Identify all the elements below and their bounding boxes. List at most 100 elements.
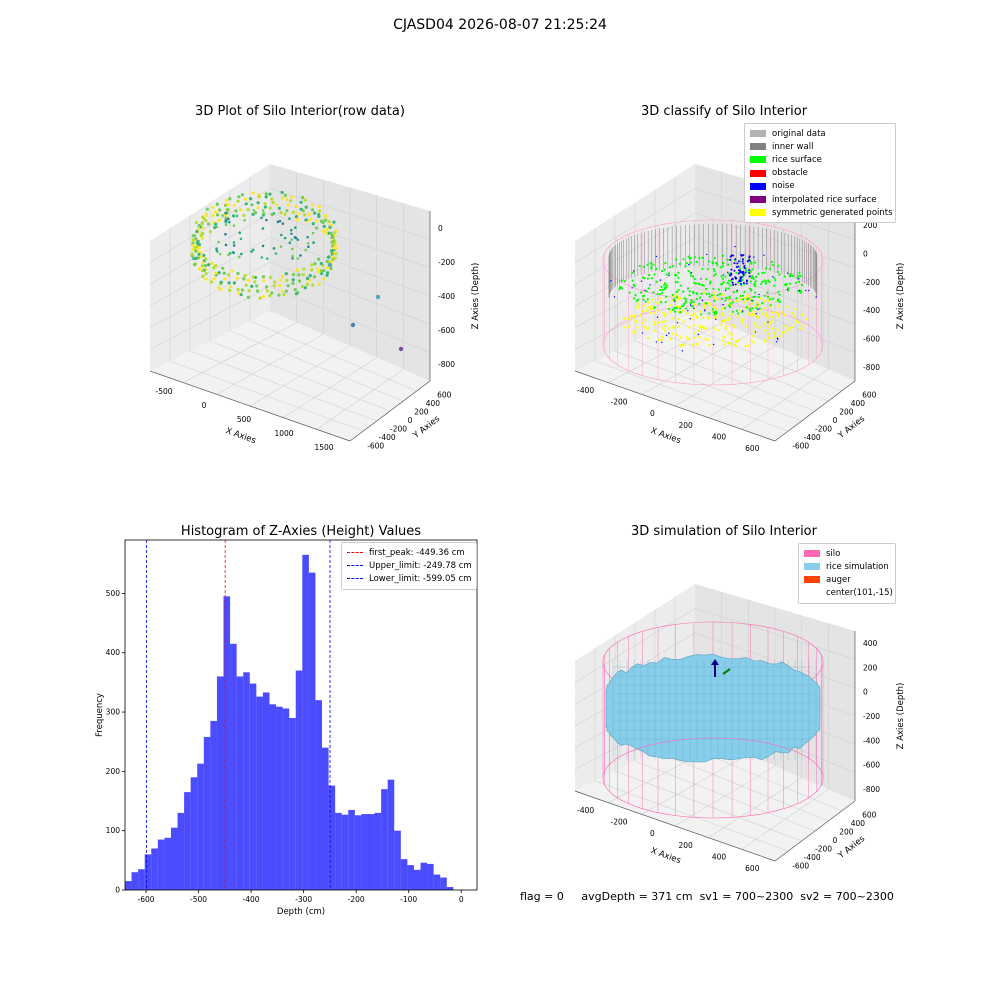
scatter-point bbox=[756, 303, 759, 306]
scatter-point bbox=[197, 245, 201, 250]
scatter-point bbox=[250, 203, 254, 207]
scatter-point bbox=[754, 331, 757, 333]
scatter-point bbox=[751, 307, 754, 310]
scatter-point bbox=[278, 283, 282, 288]
scatter-point bbox=[232, 203, 236, 208]
histogram-bar bbox=[230, 643, 237, 890]
scatter-point bbox=[738, 267, 742, 270]
scatter-point bbox=[704, 301, 707, 305]
scatter-point bbox=[698, 335, 701, 339]
scatter-point bbox=[646, 328, 649, 331]
scatter-point bbox=[719, 293, 722, 296]
scatter-point bbox=[690, 271, 692, 274]
scatter-point bbox=[618, 288, 621, 291]
scatter-point bbox=[294, 226, 297, 229]
scatter-point bbox=[228, 288, 232, 292]
scatter-point bbox=[279, 245, 283, 248]
scatter-point bbox=[258, 296, 262, 300]
scatter-point bbox=[783, 283, 787, 286]
scatter-point bbox=[720, 297, 723, 300]
scatter-point bbox=[751, 275, 754, 278]
scatter-point bbox=[708, 295, 711, 298]
scatter-point bbox=[218, 252, 222, 256]
scatter-point bbox=[330, 240, 334, 244]
scatter-point bbox=[324, 231, 328, 236]
scatter-point bbox=[759, 297, 763, 300]
histogram-bar bbox=[374, 812, 382, 890]
scatter-point bbox=[650, 307, 653, 311]
scatter-point bbox=[712, 343, 715, 346]
scatter-point bbox=[763, 271, 766, 274]
scatter-point bbox=[226, 217, 230, 221]
scatter-point bbox=[232, 241, 236, 244]
scatter-point bbox=[329, 231, 333, 235]
scatter-point bbox=[693, 307, 695, 310]
scatter-point bbox=[234, 209, 238, 213]
scatter-point bbox=[206, 222, 211, 226]
scatter-point bbox=[752, 295, 755, 299]
scatter-point bbox=[305, 218, 308, 221]
scatter-point bbox=[659, 288, 662, 292]
scatter-point bbox=[755, 313, 757, 315]
z-tick-label: 200 bbox=[863, 663, 878, 672]
scatter-point bbox=[763, 322, 766, 326]
scatter-point bbox=[224, 216, 228, 220]
scatter-point bbox=[725, 296, 728, 299]
scatter-point bbox=[653, 273, 656, 276]
scatter-point bbox=[721, 307, 724, 311]
scatter-point bbox=[330, 234, 335, 238]
scatter-point bbox=[251, 275, 255, 279]
scatter-point bbox=[242, 277, 246, 281]
scatter-point bbox=[664, 312, 667, 316]
scatter-point bbox=[770, 320, 773, 323]
scatter-point bbox=[656, 321, 660, 324]
scatter-point bbox=[694, 303, 697, 306]
z-tick-label: -600 bbox=[863, 335, 880, 344]
scatter-point bbox=[709, 303, 713, 306]
scatter-point bbox=[695, 314, 699, 318]
scatter-point bbox=[745, 282, 748, 285]
scatter-point bbox=[722, 335, 726, 339]
scatter-point bbox=[700, 313, 703, 316]
scatter-point bbox=[663, 268, 666, 271]
scatter-point bbox=[641, 332, 644, 334]
scatter-point bbox=[246, 208, 250, 212]
scatter-point bbox=[684, 298, 688, 301]
scatter-point bbox=[268, 192, 272, 196]
scatter-point bbox=[742, 282, 745, 285]
scatter-point bbox=[226, 207, 230, 212]
scatter-point bbox=[312, 241, 315, 244]
scatter-point bbox=[215, 225, 219, 229]
scatter-point bbox=[319, 261, 323, 266]
scatter-point bbox=[291, 278, 295, 282]
scatter-point bbox=[751, 268, 754, 271]
scatter-point bbox=[653, 329, 657, 333]
scatter-point bbox=[696, 342, 699, 346]
histogram-title: Histogram of Z-Axies (Height) Values bbox=[180, 524, 422, 539]
histogram-bar bbox=[125, 881, 132, 890]
scatter-point bbox=[246, 278, 250, 282]
scatter-point bbox=[690, 299, 693, 302]
scatter-point bbox=[672, 325, 675, 328]
scatter-point bbox=[768, 336, 771, 339]
x-tick-label: 600 bbox=[745, 444, 760, 453]
scatter-point bbox=[332, 242, 336, 246]
scatter-point bbox=[660, 320, 663, 324]
scatter-point bbox=[237, 195, 241, 199]
scatter-point bbox=[776, 270, 779, 274]
scatter-point bbox=[232, 281, 236, 285]
scatter-point bbox=[743, 296, 747, 299]
legend-label: rice surface bbox=[772, 154, 822, 165]
silo-ring bbox=[602, 737, 824, 819]
scatter-point bbox=[252, 209, 256, 212]
figure-title: CJASD04 2026-08-07 21:25:24 bbox=[393, 17, 607, 33]
scatter-point bbox=[204, 277, 208, 281]
scatter-point bbox=[649, 311, 652, 315]
scatter-point bbox=[649, 304, 653, 308]
scatter-point bbox=[675, 290, 678, 293]
histogram-bar bbox=[413, 869, 421, 890]
simulation-plot-title: 3D simulation of Silo Interior bbox=[631, 524, 817, 539]
scatter-point bbox=[778, 293, 781, 296]
scatter-point bbox=[690, 313, 693, 317]
scatter-point bbox=[239, 252, 243, 256]
